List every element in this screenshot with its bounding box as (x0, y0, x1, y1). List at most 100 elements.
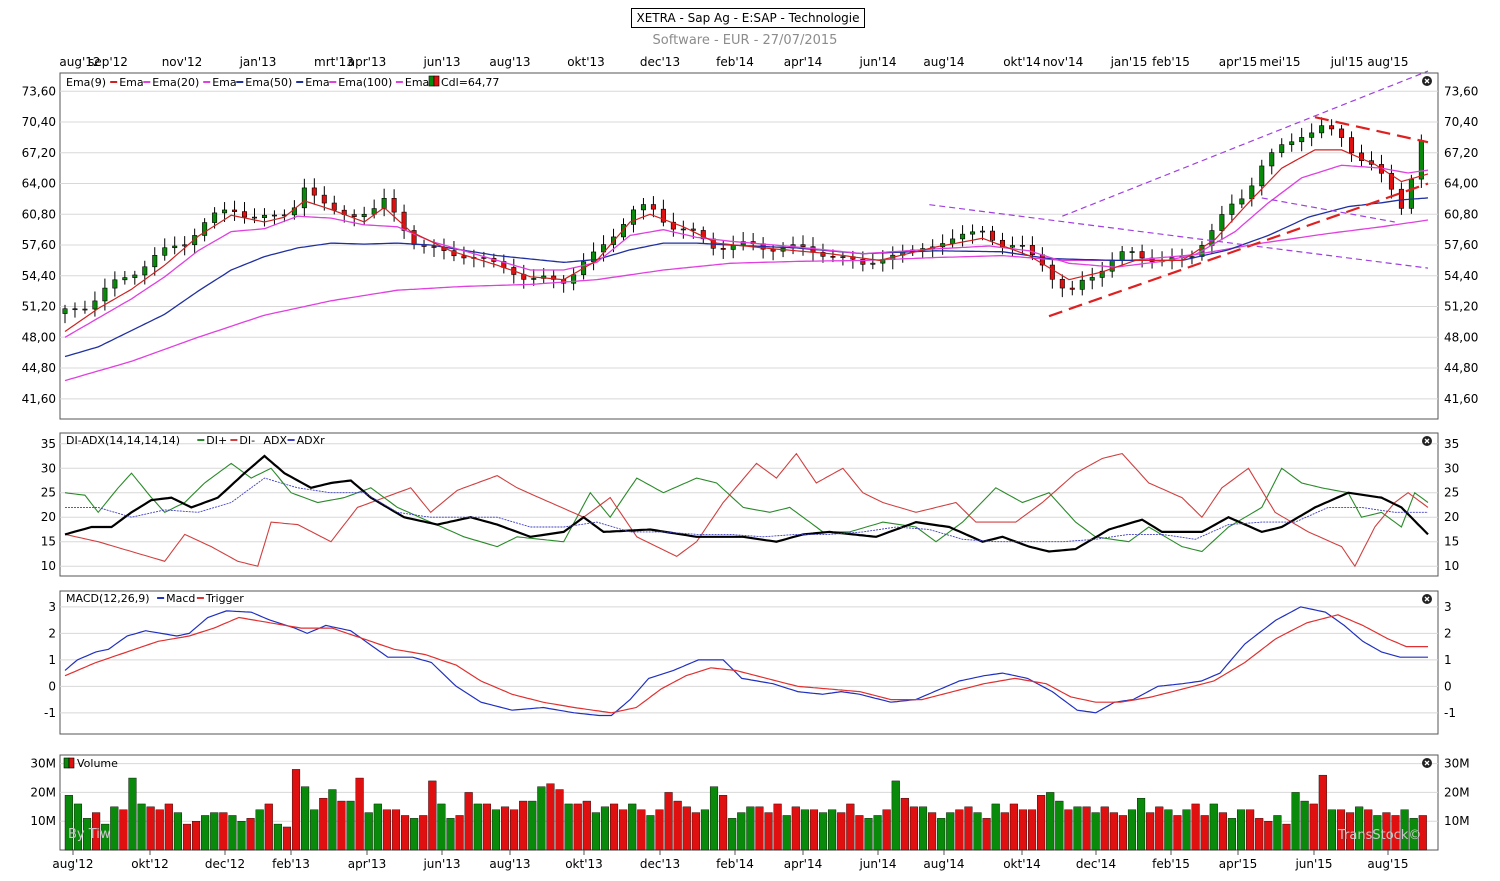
candle-down (242, 211, 248, 218)
y-tick-label-right: 64,00 (1444, 177, 1478, 191)
volume-bar-down (1364, 809, 1373, 851)
volume-bar-up (646, 815, 655, 851)
candle-up (122, 277, 128, 281)
y-tick-label-right: 3 (1444, 600, 1452, 614)
top-axis-label: sep'12 (88, 55, 128, 69)
top-axis-label: jan'13 (239, 55, 277, 69)
volume-bar-down (455, 815, 464, 851)
candle-down (551, 275, 557, 280)
y-tick-label-left: 10M (30, 814, 56, 828)
volume-bar-up (346, 800, 355, 851)
adx-series-diplus (64, 462, 1429, 553)
candle-down (401, 211, 407, 231)
candle-up (1089, 277, 1095, 281)
volume-bar-down (164, 803, 173, 851)
candle-down (311, 187, 317, 196)
y-tick-label-right: 1 (1444, 653, 1452, 667)
y-tick-label-right: 20M (1444, 785, 1470, 799)
volume-bar-up (255, 809, 264, 851)
volume-bar-up (473, 803, 482, 851)
candle-down (660, 208, 666, 223)
volume-bar-down (791, 806, 800, 851)
close-panel-icon[interactable] (1422, 758, 1432, 768)
bottom-axis-label: jun'15 (1294, 857, 1332, 871)
y-tick-label-left: 35 (41, 437, 56, 451)
legend-label: Ema (405, 76, 429, 89)
bottom-axis-label: apr'14 (784, 857, 822, 871)
candle-up (1299, 137, 1305, 143)
y-tick-label-right: 73,60 (1444, 84, 1478, 98)
volume-legend: Volume (63, 757, 118, 770)
volume-bar-up (873, 815, 882, 851)
candle-up (531, 278, 537, 280)
y-tick-label-right: 54,40 (1444, 269, 1478, 283)
volume-bar-up (1046, 792, 1055, 851)
volume-bar-up (1182, 809, 1191, 851)
y-tick-label-left: -1 (44, 706, 56, 720)
watermark-right: TransStock© (1337, 828, 1421, 843)
bottom-axis-label: aug'14 (923, 857, 964, 871)
volume-bar-down (1382, 812, 1391, 851)
bottom-axis-label: aug'12 (52, 857, 93, 871)
candle-up (212, 212, 218, 223)
top-axis-label: aug'15 (1367, 55, 1408, 69)
legend-volume-up (63, 757, 70, 769)
top-axis-label: jun'14 (858, 55, 896, 69)
candle-down (1059, 278, 1065, 289)
resistance-trendline (1314, 116, 1429, 144)
adx-legend: DI-ADX(14,14,14,14) DI+ DI- ADX ADXr (66, 434, 325, 447)
candle-up (840, 256, 846, 258)
volume-bar-up (373, 803, 382, 851)
volume-bar-up (310, 809, 319, 851)
volume-bar-up (891, 780, 900, 851)
y-tick-label-left: 57,60 (22, 238, 56, 252)
candle-up (1219, 214, 1225, 231)
candle-up (112, 279, 118, 289)
candle-up (142, 266, 148, 276)
volume-bar-down (391, 809, 401, 851)
bottom-axis-label: jun'14 (858, 857, 896, 871)
bottom-axis-label: aug'15 (1367, 857, 1408, 871)
volume-bar-up (818, 812, 828, 851)
macd-gridlines (60, 606, 1438, 714)
legend-label: DI-ADX(14,14,14,14) (66, 434, 180, 447)
volume-bar-down (909, 806, 918, 851)
volume-bar-down (1282, 823, 1291, 851)
volume-bar-up (973, 812, 982, 851)
candle-up (1129, 251, 1135, 253)
macd-legend: MACD(12,26,9) Macd Trigger (66, 592, 244, 605)
bottom-axis-label: aug'13 (489, 857, 530, 871)
volume-bar-down (1000, 812, 1009, 851)
legend-label: Ema (305, 76, 329, 89)
top-axis-label: aug'14 (923, 55, 964, 69)
candle-up (571, 274, 577, 284)
top-axis-label: apr'14 (784, 55, 822, 69)
bottom-axis-label: okt'13 (565, 857, 603, 871)
y-tick-label-right: 35 (1444, 437, 1459, 451)
volume-bar-down (119, 809, 128, 851)
candle-up (630, 209, 636, 225)
adx-series-diminus (64, 452, 1429, 568)
bottom-axis-label: dec'12 (205, 857, 245, 871)
bottom-axis-label: okt'12 (131, 857, 169, 871)
volume-bar-up (364, 812, 373, 851)
volume-bar-up (828, 809, 837, 851)
y-tick-label-right: 41,60 (1444, 392, 1478, 406)
close-panel-icon[interactable] (1422, 594, 1432, 604)
legend-label: Ema(9) (66, 76, 106, 89)
close-panel-icon[interactable] (1422, 76, 1432, 86)
candle-up (1418, 140, 1424, 180)
candle-down (800, 244, 806, 247)
candle-up (1319, 125, 1325, 134)
volume-y-axis-labels: 30M 30M 20M 20M 10M 10M (30, 757, 1469, 829)
volume-bar-up (1091, 812, 1100, 851)
candle-down (251, 216, 257, 219)
candle-up (361, 213, 367, 217)
candle-up (620, 224, 626, 238)
volume-bar-up (1355, 806, 1364, 851)
volume-bar-up (700, 809, 709, 851)
legend-label: Ema (119, 76, 143, 89)
legend-label: Ema(20) (152, 76, 199, 89)
volume-bar-up (1055, 800, 1064, 851)
close-panel-icon[interactable] (1422, 436, 1432, 446)
